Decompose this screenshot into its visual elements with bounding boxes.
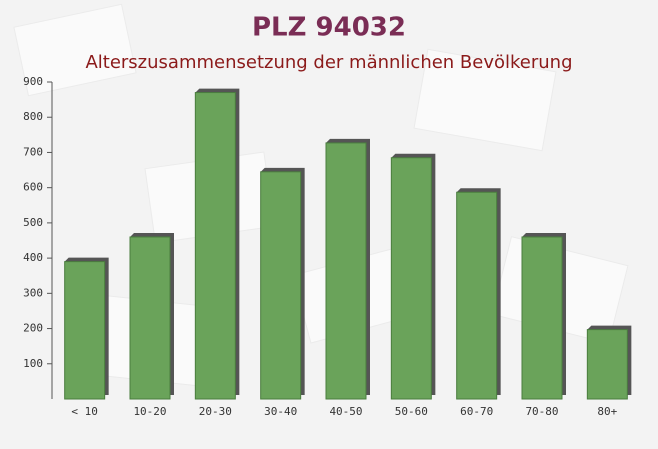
x-tick-label: 20-30 xyxy=(199,405,232,418)
y-tick-label: 600 xyxy=(23,181,43,194)
bar xyxy=(325,142,367,400)
bar xyxy=(129,236,171,400)
y-tick-label: 500 xyxy=(23,216,43,229)
chart-subtitle: Alterszusammensetzung der männlichen Bev… xyxy=(85,52,572,73)
bar xyxy=(64,261,106,400)
y-tick-label: 100 xyxy=(23,357,43,370)
x-tick-label: 50-60 xyxy=(395,405,428,418)
x-tick-label: 10-20 xyxy=(133,405,166,418)
bar xyxy=(194,92,236,400)
bar xyxy=(456,191,498,400)
y-tick-label: 300 xyxy=(23,286,43,299)
chart-title: PLZ 94032 xyxy=(252,13,406,43)
y-tick-label: 700 xyxy=(23,145,43,158)
y-tick-label: 200 xyxy=(23,322,43,335)
x-tick-label: 80+ xyxy=(597,405,617,418)
bar xyxy=(586,329,628,400)
y-tick-label: 400 xyxy=(23,251,43,264)
x-tick-label: < 10 xyxy=(71,405,98,418)
x-tick-label: 30-40 xyxy=(264,405,297,418)
bar xyxy=(260,171,302,400)
bar xyxy=(521,236,563,400)
x-tick-label: 60-70 xyxy=(460,405,493,418)
y-tick-label: 900 xyxy=(23,75,43,88)
bar xyxy=(390,157,432,400)
x-tick-label: 70-80 xyxy=(525,405,558,418)
y-tick-label: 800 xyxy=(23,110,43,123)
x-tick-label: 40-50 xyxy=(329,405,362,418)
